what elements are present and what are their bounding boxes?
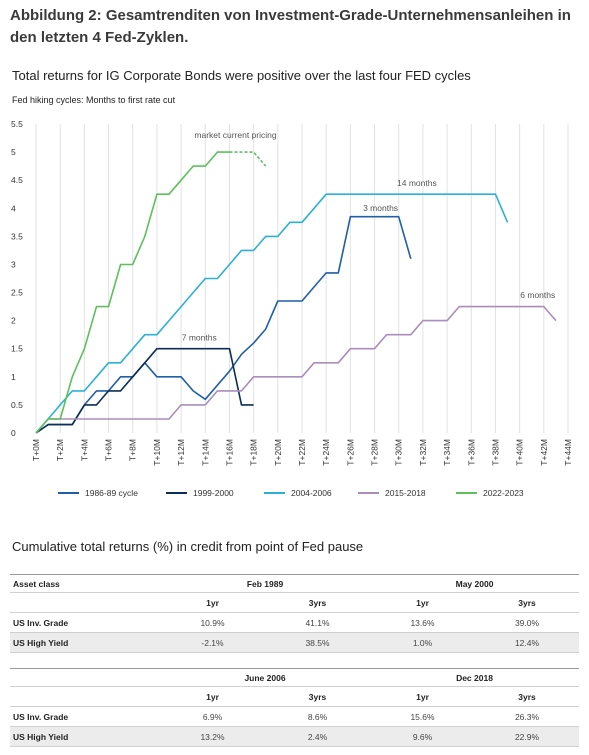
y-tick-label: 0 [11,428,16,438]
row-label: US High Yield [10,632,160,653]
table-cell: 26.3% [514,711,540,722]
legend-label: 2022-2023 [483,488,524,498]
legend-label: 2004-2006 [291,488,332,498]
x-tick-label: T+44M [563,439,573,466]
sub-header: 1yr [416,691,429,702]
table-cell: 1.0% [370,632,476,653]
y-tick-label: 3 [11,259,16,269]
x-tick-label: T+32M [418,439,428,466]
x-tick-label: T+10M [152,439,162,466]
x-tick-label: T+18M [249,439,259,466]
table-title: Cumulative total returns (%) in credit f… [12,539,364,554]
returns-table-2: June 2006 Dec 2018 1yr 3yrs 1yr 3yrs US … [10,668,579,747]
chart-annotation: 7 months [182,332,217,342]
sub-header: 3yrs [308,691,327,702]
x-tick-label: T+14M [200,439,210,466]
series-forecast-line [229,151,267,167]
x-tick-label: T+26M [345,439,355,466]
chart-title: Total returns for IG Corporate Bonds wer… [12,68,471,83]
series-line [35,193,509,434]
sub-header: 1yr [206,597,219,608]
x-tick-label: T+34M [442,439,452,466]
period-header: Dec 2018 [456,672,493,683]
table-cell: 8.6% [307,711,328,722]
legend-label: 2015-2018 [385,488,426,498]
y-tick-label: 4 [11,203,16,213]
sub-header: 1yr [416,597,429,608]
period-header: May 2000 [455,578,494,589]
table-cell: 41.1% [305,617,330,628]
table-row: US Inv. Grade 6.9% 8.6% 15.6% 26.3% [10,706,579,727]
chart-annotation: 14 months [397,178,437,188]
row-label: US High Yield [10,726,160,747]
y-tick-label: 5.5 [11,119,23,129]
chart-annotation: market current pricing [194,130,276,140]
x-tick-label: T+4M [79,439,89,461]
x-tick-label: T+0M [31,439,41,461]
x-tick-label: T+12M [176,439,186,466]
chart-subtitle: Fed hiking cycles: Months to first rate … [12,95,176,105]
period-header: June 2006 [244,672,286,683]
series-line [35,347,254,434]
table-cell: 10.9% [200,617,225,628]
x-tick-label: T+22M [297,439,307,466]
legend-label: 1986-89 cycle [85,488,138,498]
table-cell: 2.4% [265,726,370,747]
period-header: Feb 1989 [246,578,284,589]
y-tick-label: 1.5 [11,344,23,354]
sub-header: 1yr [206,691,219,702]
table-cell: 22.9% [475,726,579,747]
sub-header: 3yrs [518,597,536,608]
x-tick-label: T+42M [539,439,549,466]
table-cell: 12.4% [475,632,580,653]
x-tick-label: T+30M [394,439,404,466]
y-tick-label: 0.5 [11,400,23,410]
row-label: US Inv. Grade [13,617,69,628]
table-cell: 9.6% [370,726,475,747]
x-tick-label: T+16M [224,439,234,466]
x-tick-label: T+38M [490,439,500,466]
x-tick-label: T+36M [466,439,476,466]
table-cell: 38.5% [265,632,371,653]
y-tick-label: 2.5 [11,288,23,298]
x-tick-label: T+2M [55,439,65,461]
chart-annotation: 3 months [363,203,398,213]
table-cell: 39.0% [514,617,540,628]
table-row: US High Yield -2.1% 38.5% 1.0% 12.4% [10,632,580,653]
x-tick-label: T+24M [321,439,331,466]
series-line [35,305,557,434]
y-tick-label: 5 [11,147,16,157]
series-line [35,215,412,434]
returns-table-1: Asset class Feb 1989 May 2000 1yr 3yrs 1… [10,574,580,653]
table-row: US Inv. Grade 10.9% 41.1% 13.6% 39.0% [10,612,580,633]
x-tick-label: T+6M [104,439,114,461]
x-tick-label: T+8M [128,439,138,461]
table-cell: 6.9% [202,711,223,722]
x-tick-label: T+28M [370,439,380,466]
y-tick-label: 3.5 [11,231,23,241]
table-cell: 15.6% [410,711,435,722]
legend-label: 1999-2000 [193,488,234,498]
y-tick-label: 2 [11,316,16,326]
figure-title: Abbildung 2: Gesamtrenditen von Investme… [10,7,571,46]
table-cell: -2.1% [160,632,265,653]
y-tick-label: 4.5 [11,175,23,185]
table-cell: 13.2% [160,726,265,747]
x-tick-label: T+20M [273,439,283,466]
line-chart: T+0M T+2M T+4M T+6M T+8M T+10M T+12M T+14M T+16M… [11,119,573,498]
y-tick-label: 1 [11,372,16,382]
asset-class-header: Asset class [13,578,60,589]
x-tick-label: T+40M [515,439,525,466]
sub-header: 3yrs [308,597,327,608]
table-cell: 13.6% [410,617,435,628]
table-row: US High Yield 13.2% 2.4% 9.6% 22.9% [10,726,579,747]
asset-class-header [10,669,160,687]
chart-annotation: 6 months [520,290,555,300]
series-line [35,151,230,434]
sub-header: 3yrs [518,691,536,702]
row-label: US Inv. Grade [13,711,69,722]
